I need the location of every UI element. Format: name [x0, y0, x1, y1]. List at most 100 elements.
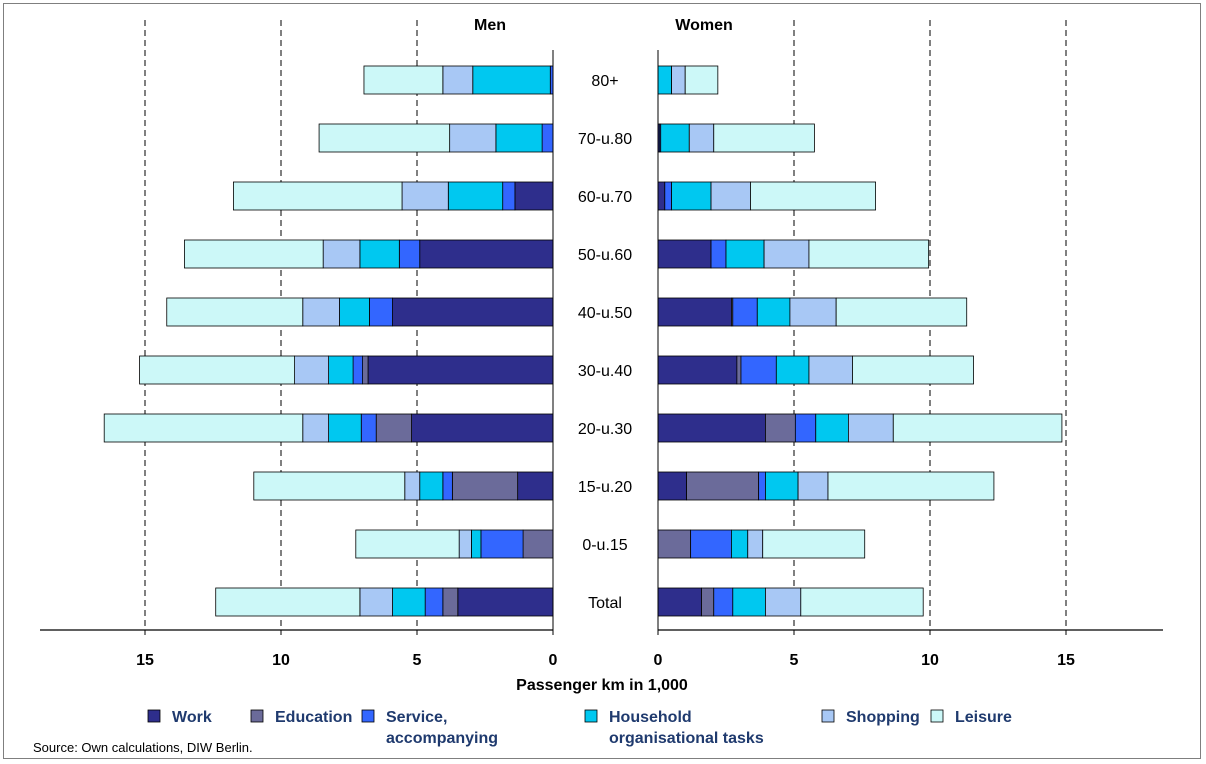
bar-men-education	[522, 529, 554, 559]
category-label: 80+	[591, 73, 618, 90]
legend-label: Work	[172, 709, 212, 726]
legend-label: accompanying	[386, 730, 498, 747]
bar-men-leisure	[215, 587, 361, 617]
bar-women-education	[736, 355, 742, 385]
bar-women-leisure	[750, 181, 876, 211]
bar-men-service	[398, 239, 421, 269]
bar-men-shopping	[302, 413, 330, 443]
legend-swatch	[930, 709, 944, 723]
bar-men-leisure	[318, 123, 451, 153]
bar-women-education	[701, 587, 715, 617]
legend-label: Leisure	[955, 709, 1012, 726]
bar-men-leisure	[103, 413, 304, 443]
bar-men-education	[451, 471, 519, 501]
bar-women-leisure	[762, 529, 866, 559]
bar-women-shopping	[797, 471, 829, 501]
men-panel-title: Men	[474, 17, 506, 34]
bar-women-leisure	[852, 355, 974, 385]
women-panel-title: Women	[675, 17, 732, 34]
bar-women-work	[657, 181, 666, 211]
bar-women-service	[732, 297, 758, 327]
bar-men-household	[495, 123, 543, 153]
tick-label-men-10: 10	[272, 652, 290, 669]
bar-women-education	[686, 471, 760, 501]
bar-women-household	[731, 529, 749, 559]
bar-men-leisure	[355, 529, 460, 559]
bar-women-shopping	[789, 297, 837, 327]
bar-women-service	[713, 587, 734, 617]
bar-women-shopping	[710, 181, 751, 211]
bar-men-shopping	[401, 181, 449, 211]
tick-label-women-5: 5	[790, 652, 799, 669]
category-label: 50-u.60	[578, 247, 632, 264]
bar-men-service	[360, 413, 377, 443]
bar-men-household	[419, 471, 444, 501]
bar-women-education	[765, 413, 796, 443]
bar-men-work	[392, 297, 554, 327]
bar-men-household	[328, 413, 362, 443]
legend-label: Household	[609, 709, 692, 726]
bar-women-shopping	[671, 65, 686, 95]
bar-men-household	[359, 239, 400, 269]
bar-men-household	[392, 587, 426, 617]
bar-women-shopping	[848, 413, 894, 443]
bar-men-leisure	[253, 471, 406, 501]
tick-label-men-5: 5	[413, 652, 422, 669]
legend-label: organisational tasks	[609, 730, 764, 747]
tick-label-women-15: 15	[1057, 652, 1075, 669]
category-labels: 80+ 70-u.80 60-u.70 50-u.60 40-u.50 30-u.40 20…	[578, 73, 632, 612]
category-label: 30-u.40	[578, 363, 632, 380]
bar-women-household	[765, 471, 799, 501]
bar-women-household	[657, 65, 673, 95]
bar-women-work	[657, 413, 766, 443]
bar-men-service	[480, 529, 524, 559]
bar-men-household	[328, 355, 354, 385]
bar-men-service	[502, 181, 516, 211]
bar-women-household	[725, 239, 765, 269]
x-axis-label: Passenger km in 1,000	[516, 677, 688, 694]
bar-women-work	[657, 587, 702, 617]
bar-women-service	[758, 471, 766, 501]
bar-men-shopping	[458, 529, 472, 559]
bar-men-shopping	[359, 587, 393, 617]
bar-men-household	[447, 181, 504, 211]
category-label: 70-u.80	[578, 131, 632, 148]
bar-women-household	[815, 413, 849, 443]
bar-men-household	[470, 529, 482, 559]
bar-women-leisure	[892, 413, 1063, 443]
legend-swatch	[584, 709, 598, 723]
bar-women-leisure	[800, 587, 924, 617]
bar-men-leisure	[363, 65, 444, 95]
bar-women-shopping	[763, 239, 810, 269]
category-label: 40-u.50	[578, 305, 632, 322]
category-label: 60-u.70	[578, 189, 632, 206]
bar-women-shopping	[765, 587, 802, 617]
bar-women-leisure	[827, 471, 995, 501]
bar-men-work	[367, 355, 554, 385]
bar-men-leisure	[166, 297, 304, 327]
bar-women-leisure	[835, 297, 968, 327]
bar-women-service	[794, 413, 817, 443]
bar-men-work	[419, 239, 554, 269]
bar-men-work	[514, 181, 554, 211]
bar-men-education	[375, 413, 412, 443]
bar-women-shopping	[808, 355, 853, 385]
bar-men-work	[457, 587, 554, 617]
bar-men-education	[362, 355, 369, 385]
category-label: 20-u.30	[578, 421, 632, 438]
bar-women-service	[740, 355, 777, 385]
bar-men-education	[442, 587, 459, 617]
bar-men-work	[411, 413, 554, 443]
bar-women-service	[690, 529, 732, 559]
bar-women-shopping	[747, 529, 764, 559]
bar-women-shopping	[688, 123, 715, 153]
bars-layer	[103, 65, 1063, 617]
bar-women-household	[671, 181, 712, 211]
bar-men-service	[352, 355, 363, 385]
bar-women-work	[657, 471, 687, 501]
category-label: 15-u.20	[578, 479, 632, 496]
tick-label-men-15: 15	[136, 652, 154, 669]
bar-men-work	[517, 471, 554, 501]
bar-men-service	[541, 123, 554, 153]
